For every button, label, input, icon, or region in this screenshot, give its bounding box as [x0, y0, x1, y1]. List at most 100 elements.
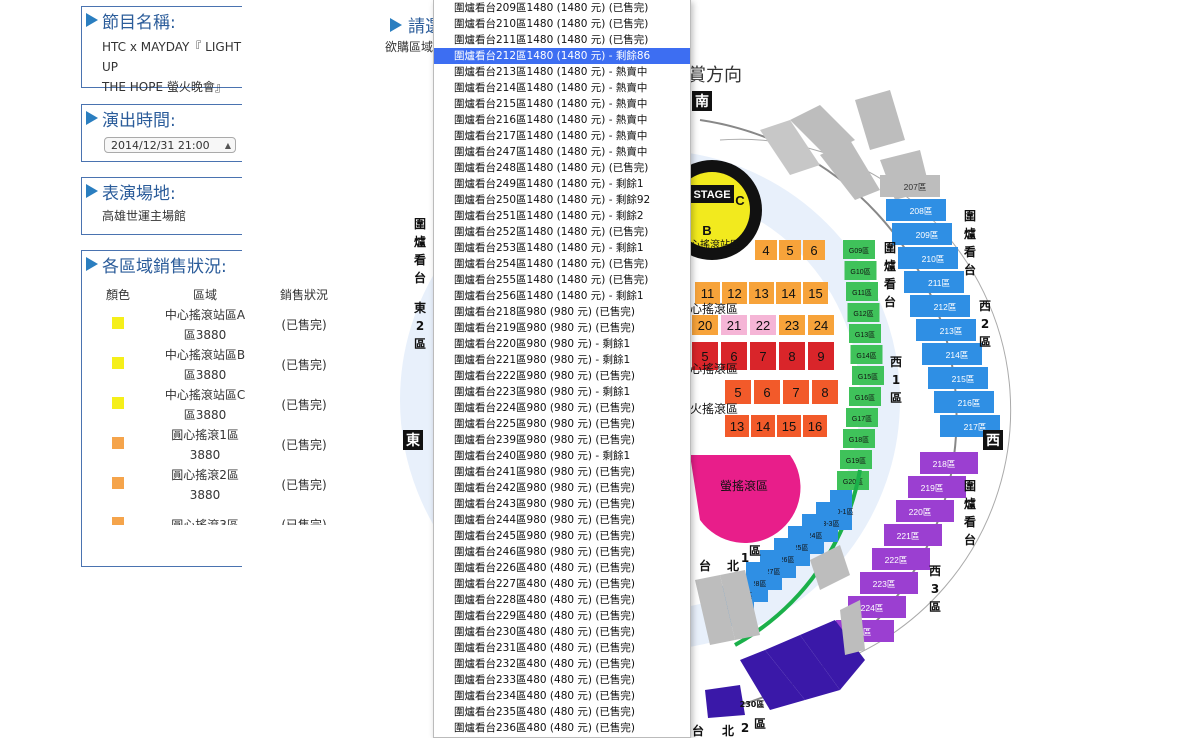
dropdown-option[interactable]: 圍爐看台211區1480 (1480 元) (已售完) — [454, 34, 649, 46]
dropdown-option[interactable]: 圍爐看台246區980 (980 元) (已售完) — [454, 546, 636, 558]
rock-section[interactable] — [725, 415, 749, 437]
seat-section[interactable] — [852, 366, 884, 385]
dropdown-option[interactable]: 圍爐看台255區1480 (1480 元) (已售完) — [454, 274, 649, 286]
dropdown-option[interactable]: 圍爐看台228區480 (480 元) (已售完) — [454, 594, 636, 606]
rock-section[interactable] — [812, 380, 838, 404]
seat-section[interactable] — [880, 175, 940, 197]
dropdown-option[interactable]: 圍爐看台248區1480 (1480 元) (已售完) — [454, 162, 649, 174]
rock-section[interactable] — [754, 380, 780, 404]
seat-section[interactable] — [908, 476, 966, 498]
seat-section[interactable] — [904, 271, 964, 293]
dropdown-option[interactable]: 圍爐看台210區1480 (1480 元) (已售完) — [454, 18, 649, 30]
seat-section[interactable] — [847, 303, 880, 322]
pink-rock-section[interactable] — [690, 455, 801, 543]
rock-section[interactable] — [751, 415, 775, 437]
gray-sector[interactable] — [720, 570, 760, 640]
rock-section[interactable] — [755, 240, 777, 260]
dropdown-option[interactable]: 圍爐看台209區1480 (1480 元) (已售完) — [454, 2, 649, 14]
rock-section[interactable] — [722, 282, 747, 304]
rock-section[interactable] — [808, 342, 834, 370]
dropdown-option[interactable]: 圍爐看台220區980 (980 元) - 剩餘1 — [454, 338, 631, 350]
seat-section[interactable] — [928, 367, 988, 389]
seat-section[interactable] — [848, 596, 906, 618]
dropdown-option[interactable]: 圍爐看台222區980 (980 元) (已售完) — [454, 370, 636, 382]
dropdown-option[interactable]: 圍爐看台253區1480 (1480 元) - 剩餘1 — [454, 242, 644, 254]
dropdown-option[interactable]: 圍爐看台236區480 (480 元) (已售完) — [454, 722, 636, 734]
seat-section[interactable] — [916, 319, 976, 341]
rock-section[interactable] — [779, 240, 801, 260]
seat-section[interactable] — [934, 391, 994, 413]
dropdown-option[interactable]: 圍爐看台251區1480 (1480 元) - 剩餘2 — [454, 210, 644, 222]
seat-section[interactable] — [849, 387, 881, 406]
dropdown-option[interactable]: 圍爐看台226區480 (480 元) (已售完) — [454, 562, 636, 574]
rock-section[interactable] — [779, 342, 805, 370]
rock-section[interactable] — [721, 342, 747, 370]
dropdown-option[interactable]: 圍爐看台219區980 (980 元) (已售完) — [454, 322, 636, 334]
seat-section[interactable] — [910, 295, 970, 317]
dropdown-option[interactable]: 圍爐看台216區1480 (1480 元) - 熱賣中 — [454, 114, 648, 126]
rock-section[interactable] — [721, 315, 747, 335]
seat-section[interactable] — [843, 429, 875, 448]
seat-section[interactable] — [872, 548, 930, 570]
seat-section[interactable] — [846, 408, 878, 427]
gray-sector[interactable] — [760, 120, 820, 175]
seat-section[interactable] — [840, 450, 872, 469]
dropdown-option[interactable]: 圍爐看台234區480 (480 元) (已售完) — [454, 690, 636, 702]
dropdown-option[interactable]: 圍爐看台224區980 (980 元) (已售完) — [454, 402, 636, 414]
rock-section[interactable] — [695, 282, 720, 304]
seat-section[interactable] — [920, 452, 978, 474]
rock-section[interactable] — [750, 342, 776, 370]
gray-sector[interactable] — [790, 105, 855, 155]
rock-section[interactable] — [692, 342, 718, 370]
seat-section[interactable] — [846, 282, 878, 301]
seat-section[interactable] — [800, 620, 865, 690]
seat-section[interactable] — [844, 261, 877, 280]
seat-section[interactable] — [843, 240, 875, 259]
seat-section[interactable] — [837, 471, 869, 490]
dropdown-option[interactable]: 圍爐看台217區1480 (1480 元) - 熱賣中 — [454, 130, 648, 142]
dropdown-option[interactable]: 圍爐看台221區980 (980 元) - 剩餘1 — [454, 354, 631, 366]
rock-section[interactable] — [803, 415, 827, 437]
dropdown-option[interactable]: 圍爐看台241區980 (980 元) (已售完) — [454, 466, 636, 478]
seat-section[interactable] — [740, 650, 805, 710]
seat-section[interactable] — [765, 635, 840, 700]
seat-section[interactable] — [884, 524, 942, 546]
dropdown-option[interactable]: 圍爐看台240區980 (980 元) - 剩餘1 — [454, 450, 631, 462]
rock-section[interactable] — [750, 315, 776, 335]
showtime-select[interactable]: 2014/12/31 21:00 ▲ — [104, 137, 236, 153]
gray-sector[interactable] — [810, 545, 850, 590]
rock-section[interactable] — [803, 240, 825, 260]
rock-section[interactable] — [779, 315, 805, 335]
dropdown-option[interactable]: 圍爐看台245區980 (980 元) (已售完) — [454, 530, 636, 542]
area-dropdown-list[interactable]: 圍爐看台209區1480 (1480 元) (已售完) 圍爐看台210區1480 … — [433, 0, 691, 738]
seat-section[interactable] — [860, 572, 918, 594]
seat-section[interactable] — [892, 223, 952, 245]
dropdown-option[interactable]: 圍爐看台213區1480 (1480 元) - 熱賣中 — [454, 66, 648, 78]
dropdown-option[interactable]: 圍爐看台239區980 (980 元) (已售完) — [454, 434, 636, 446]
gray-sector[interactable] — [840, 600, 865, 655]
gray-sector[interactable] — [855, 90, 905, 150]
rock-section[interactable] — [692, 315, 718, 335]
dropdown-option[interactable]: 圍爐看台227區480 (480 元) (已售完) — [454, 578, 636, 590]
dropdown-option[interactable]: 圍爐看台233區480 (480 元) (已售完) — [454, 674, 636, 686]
dropdown-option[interactable]: 圍爐看台249區1480 (1480 元) - 剩餘1 — [454, 178, 644, 190]
dropdown-option[interactable]: 圍爐看台214區1480 (1480 元) - 熱賣中 — [454, 82, 648, 94]
rock-section[interactable] — [803, 282, 828, 304]
dropdown-option[interactable]: 圍爐看台247區1480 (1480 元) - 熱賣中 — [454, 146, 648, 158]
dropdown-option[interactable]: 圍爐看台252區1480 (1480 元) (已售完) — [454, 226, 649, 238]
dropdown-option[interactable]: 圍爐看台232區480 (480 元) (已售完) — [454, 658, 636, 670]
seat-section[interactable] — [849, 324, 881, 343]
dropdown-option[interactable]: 圍爐看台229區480 (480 元) (已售完) — [454, 610, 636, 622]
seat-section[interactable] — [922, 343, 982, 365]
rock-section[interactable] — [749, 282, 774, 304]
dropdown-option[interactable]: 圍爐看台250區1480 (1480 元) - 剩餘92 — [454, 194, 651, 206]
dropdown-option[interactable]: 圍爐看台230區480 (480 元) (已售完) — [454, 626, 636, 638]
gray-sector[interactable] — [695, 575, 735, 645]
dropdown-option[interactable]: 圍爐看台235區480 (480 元) (已售完) — [454, 706, 636, 718]
rock-section[interactable] — [777, 415, 801, 437]
rock-section[interactable] — [776, 282, 801, 304]
dropdown-option[interactable]: 圍爐看台215區1480 (1480 元) - 熱賣中 — [454, 98, 648, 110]
dropdown-option[interactable]: 圍爐看台242區980 (980 元) (已售完) — [454, 482, 636, 494]
seat-section[interactable] — [705, 685, 745, 718]
dropdown-option[interactable]: 圍爐看台225區980 (980 元) (已售完) — [454, 418, 636, 430]
